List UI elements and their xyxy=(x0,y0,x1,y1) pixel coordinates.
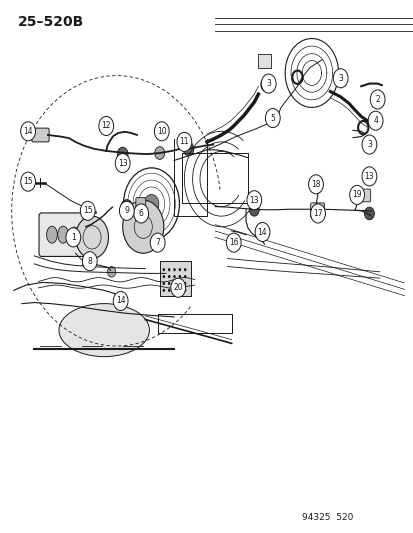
Text: 2: 2 xyxy=(374,95,379,104)
Circle shape xyxy=(178,275,180,278)
Circle shape xyxy=(154,147,164,159)
Text: 25–520B: 25–520B xyxy=(18,14,84,29)
Text: 3: 3 xyxy=(366,140,371,149)
Circle shape xyxy=(119,201,134,220)
Circle shape xyxy=(183,282,186,285)
Text: 15: 15 xyxy=(23,177,33,186)
Circle shape xyxy=(162,268,165,271)
Text: 14: 14 xyxy=(23,127,33,136)
Text: 9: 9 xyxy=(124,206,129,215)
Circle shape xyxy=(133,204,148,223)
Circle shape xyxy=(183,289,186,292)
Circle shape xyxy=(308,175,323,194)
Circle shape xyxy=(122,200,164,253)
Text: 13: 13 xyxy=(249,196,259,205)
Text: 20: 20 xyxy=(173,283,183,292)
Circle shape xyxy=(183,142,193,156)
Circle shape xyxy=(150,233,165,252)
Text: 6: 6 xyxy=(138,209,143,218)
Circle shape xyxy=(76,216,108,259)
Circle shape xyxy=(173,289,176,292)
Circle shape xyxy=(367,111,382,130)
Circle shape xyxy=(310,204,325,223)
Ellipse shape xyxy=(57,226,68,243)
Circle shape xyxy=(162,275,165,278)
Circle shape xyxy=(178,282,180,285)
Text: 11: 11 xyxy=(179,138,189,147)
Text: 15: 15 xyxy=(83,206,93,215)
Circle shape xyxy=(332,69,347,88)
FancyBboxPatch shape xyxy=(310,203,324,217)
Ellipse shape xyxy=(69,227,79,243)
Circle shape xyxy=(162,289,165,292)
Circle shape xyxy=(80,201,95,220)
Circle shape xyxy=(173,282,176,285)
Text: 8: 8 xyxy=(87,257,92,265)
Circle shape xyxy=(117,147,128,161)
Text: 7: 7 xyxy=(155,238,160,247)
Text: 12: 12 xyxy=(101,122,111,131)
Text: 5: 5 xyxy=(270,114,275,123)
Circle shape xyxy=(113,292,128,311)
Text: 4: 4 xyxy=(372,116,377,125)
Circle shape xyxy=(349,185,363,205)
FancyBboxPatch shape xyxy=(32,128,49,142)
FancyBboxPatch shape xyxy=(135,198,145,214)
Text: 16: 16 xyxy=(228,238,238,247)
Circle shape xyxy=(226,233,240,252)
Circle shape xyxy=(154,122,169,141)
Text: 3: 3 xyxy=(266,79,271,88)
Text: 14: 14 xyxy=(116,296,125,305)
Circle shape xyxy=(361,135,376,154)
Circle shape xyxy=(265,109,280,127)
Circle shape xyxy=(168,268,170,271)
Circle shape xyxy=(173,268,176,271)
FancyBboxPatch shape xyxy=(357,189,370,202)
Circle shape xyxy=(246,191,261,210)
Text: 10: 10 xyxy=(157,127,166,136)
Circle shape xyxy=(183,275,186,278)
Text: 14: 14 xyxy=(257,228,267,237)
Text: 13: 13 xyxy=(364,172,373,181)
Circle shape xyxy=(168,282,170,285)
Circle shape xyxy=(21,172,36,191)
Text: 94325  520: 94325 520 xyxy=(301,513,352,522)
Ellipse shape xyxy=(59,304,149,357)
Text: 19: 19 xyxy=(351,190,361,199)
Text: 3: 3 xyxy=(337,74,342,83)
Circle shape xyxy=(99,116,114,135)
Circle shape xyxy=(176,132,191,151)
FancyBboxPatch shape xyxy=(39,213,91,256)
Circle shape xyxy=(171,278,185,297)
FancyBboxPatch shape xyxy=(258,54,270,68)
Text: 13: 13 xyxy=(118,159,127,167)
Text: 18: 18 xyxy=(311,180,320,189)
Circle shape xyxy=(121,200,132,215)
Circle shape xyxy=(361,167,376,186)
Circle shape xyxy=(66,228,81,247)
Circle shape xyxy=(254,222,269,241)
Circle shape xyxy=(369,90,384,109)
Circle shape xyxy=(107,266,115,277)
Circle shape xyxy=(183,268,186,271)
Ellipse shape xyxy=(47,226,57,243)
Circle shape xyxy=(144,195,159,214)
Circle shape xyxy=(82,252,97,271)
Circle shape xyxy=(261,74,275,93)
Circle shape xyxy=(21,122,36,141)
Text: 1: 1 xyxy=(71,233,76,242)
FancyBboxPatch shape xyxy=(159,261,190,296)
Circle shape xyxy=(168,289,170,292)
Circle shape xyxy=(173,275,176,278)
Circle shape xyxy=(178,289,180,292)
Circle shape xyxy=(363,207,373,220)
Circle shape xyxy=(249,204,259,216)
Text: 17: 17 xyxy=(313,209,322,218)
Circle shape xyxy=(178,268,180,271)
Circle shape xyxy=(162,282,165,285)
Circle shape xyxy=(115,154,130,173)
Circle shape xyxy=(168,275,170,278)
